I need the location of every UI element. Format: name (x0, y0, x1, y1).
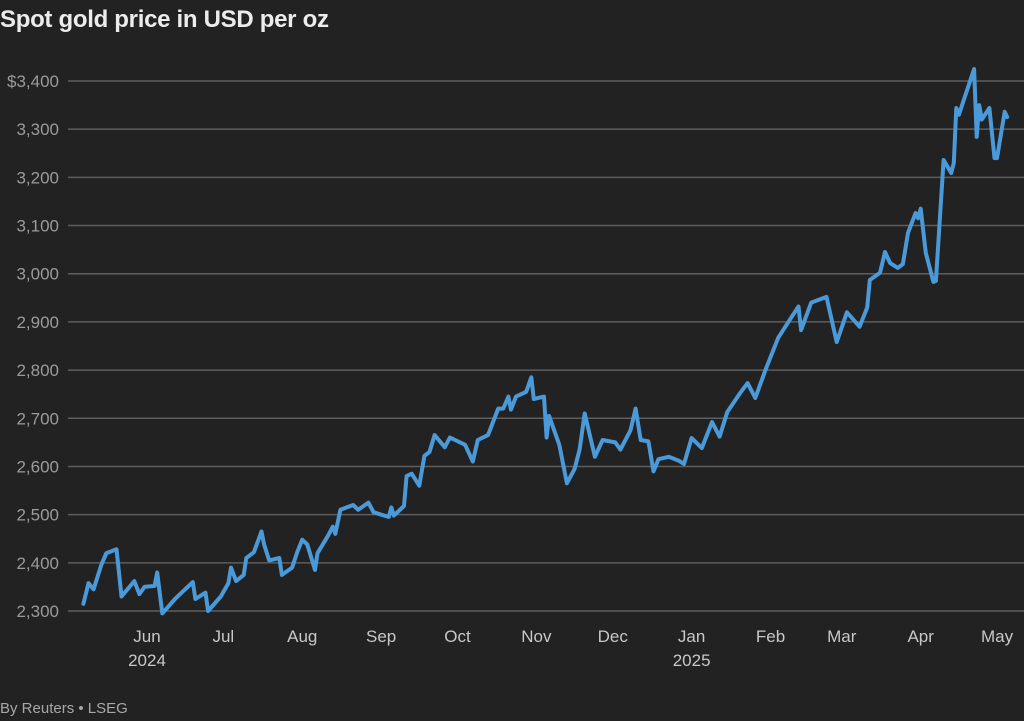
x-tick-year-label: 2024 (128, 651, 166, 670)
x-tick-label: Dec (598, 627, 629, 646)
y-tick-label: 2,700 (16, 409, 59, 428)
y-tick-label: 3,100 (16, 217, 59, 236)
x-axis-ticks: Jun 2024 Jul Aug Sep Oct Nov Dec Jan 2025 Feb Mar Ap… (128, 627, 1013, 670)
x-tick-label: Jan (678, 627, 705, 646)
y-tick-label: 2,400 (16, 554, 59, 573)
y-tick-label: 3,200 (16, 168, 59, 187)
x-tick-label: Nov (521, 627, 552, 646)
y-tick-label: 2,900 (16, 313, 59, 332)
x-tick-label: Mar (827, 627, 857, 646)
y-tick-label: 3,000 (16, 265, 59, 284)
x-tick-label: May (981, 627, 1014, 646)
y-axis-ticks: $3,400 3,300 3,200 3,100 3,000 2,900 2,800 2,70… (7, 72, 59, 621)
source-credit: By Reuters • LSEG (0, 700, 128, 717)
x-tick-label: Aug (287, 627, 317, 646)
y-tick-label: 2,500 (16, 506, 59, 525)
y-tick-label: 3,300 (16, 120, 59, 139)
x-tick-label: Apr (907, 627, 934, 646)
x-tick-label: Feb (756, 627, 785, 646)
y-tick-label: 2,800 (16, 361, 59, 380)
chart-title: Spot gold price in USD per oz (0, 6, 329, 33)
x-tick-label: Jun (133, 627, 160, 646)
series-layer (81, 67, 1010, 616)
y-tick-label: 2,300 (16, 602, 59, 621)
gold-price-line (81, 67, 1010, 616)
x-tick-label: Sep (366, 627, 396, 646)
x-tick-year-label: 2025 (673, 651, 711, 670)
y-tick-label: 2,600 (16, 457, 59, 476)
y-tick-label: $3,400 (7, 72, 59, 91)
x-tick-label: Jul (212, 627, 234, 646)
x-tick-label: Oct (444, 627, 471, 646)
gridlines (68, 80, 1024, 612)
